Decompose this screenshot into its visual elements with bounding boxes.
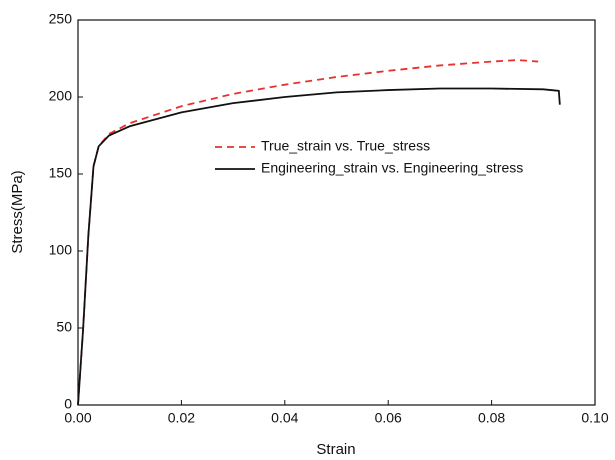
y-tick-label: 0 — [64, 396, 72, 412]
x-tick-label: 0.00 — [64, 410, 91, 426]
y-tick-label: 200 — [49, 88, 73, 104]
plot-frame — [77, 19, 596, 406]
y-tick-label: 100 — [49, 242, 73, 258]
y-tick-label: 250 — [49, 11, 73, 27]
x-tick-label: 0.02 — [168, 410, 195, 426]
x-tick-label: 0.10 — [581, 410, 608, 426]
x-tick-label: 0.06 — [375, 410, 402, 426]
y-tick-label: 150 — [49, 165, 73, 181]
legend-label: True_strain vs. True_stress — [261, 138, 430, 154]
series-line — [77, 87, 561, 406]
series-line — [77, 59, 539, 406]
x-tick-label: 0.04 — [271, 410, 298, 426]
legend-label: Engineering_strain vs. Engineering_stres… — [261, 160, 523, 176]
y-tick-label: 50 — [56, 319, 72, 335]
y-axis-title: Stress(MPa) — [9, 170, 26, 253]
x-tick-label: 0.08 — [478, 410, 505, 426]
x-axis-title: Strain — [316, 441, 355, 458]
